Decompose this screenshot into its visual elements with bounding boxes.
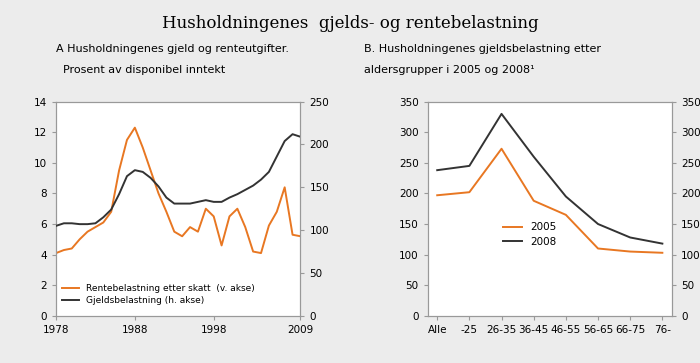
Text: A Husholdningenes gjeld og renteutgifter.: A Husholdningenes gjeld og renteutgifter… bbox=[56, 44, 289, 54]
Text: Prosent av disponibel inntekt: Prosent av disponibel inntekt bbox=[56, 65, 225, 76]
Text: Husholdningenes  gjelds- og rentebelastning: Husholdningenes gjelds- og rentebelastni… bbox=[162, 15, 538, 32]
Legend: 2005, 2008: 2005, 2008 bbox=[501, 220, 559, 249]
Text: B. Husholdningenes gjeldsbelastning etter: B. Husholdningenes gjeldsbelastning ette… bbox=[364, 44, 601, 54]
Legend: Rentebelastning etter skatt  (v. akse), Gjeldsbelastning (h. akse): Rentebelastning etter skatt (v. akse), G… bbox=[60, 283, 256, 307]
Text: aldersgrupper i 2005 og 2008¹: aldersgrupper i 2005 og 2008¹ bbox=[364, 65, 535, 76]
